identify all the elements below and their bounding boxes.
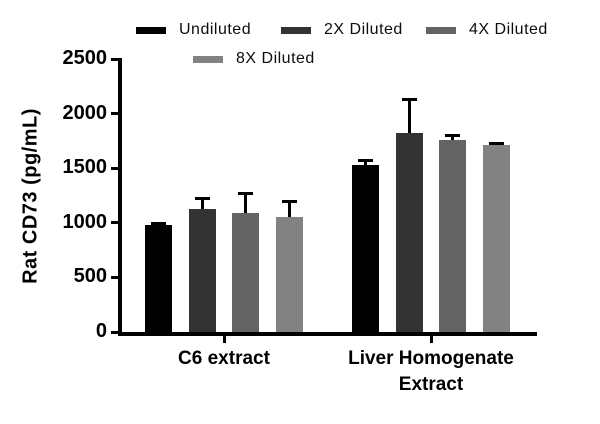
bar-4x-diluted [439, 140, 467, 332]
legend-item-2x-diluted: 2X Diluted [281, 21, 426, 39]
error-bar-line [244, 191, 248, 213]
chart-legend-row-2: 8X Diluted [193, 50, 315, 68]
y-axis-tick [111, 221, 119, 225]
bar-4x-diluted [232, 212, 260, 332]
y-axis-tick-label: 1000 [62, 210, 108, 233]
legend-item-4x-diluted: 4X Diluted [426, 21, 548, 39]
y-axis-tick-label: 0 [95, 320, 107, 343]
error-bar-cap [194, 196, 210, 200]
bar-undiluted [352, 165, 380, 332]
error-bar-cap [151, 222, 167, 226]
y-axis-tick [111, 275, 119, 279]
x-axis-tick [429, 336, 433, 343]
legend-swatch-4x-diluted [426, 26, 456, 34]
y-axis-tick [111, 57, 119, 61]
error-bar-line [364, 158, 368, 166]
y-axis-title: Rat CD73 (pg/mL) [19, 108, 42, 284]
error-bar-cap [358, 158, 374, 162]
bar-2x-diluted [395, 133, 423, 332]
y-axis-tick-label: 2500 [62, 47, 108, 70]
error-bar-cap [281, 199, 297, 203]
error-bar-line [200, 196, 204, 210]
y-axis-tick-label: 500 [73, 265, 107, 288]
legend-swatch-undiluted [136, 26, 166, 34]
error-bar-line [287, 199, 291, 218]
error-bar-line [407, 98, 411, 134]
y-axis-tick [111, 166, 119, 170]
y-axis-tick [111, 112, 119, 116]
error-bar-cap [401, 98, 417, 102]
legend-item-undiluted: Undiluted [136, 21, 281, 39]
x-axis-line [118, 332, 537, 336]
error-bar-cap [445, 133, 461, 137]
legend-label: 4X Diluted [469, 21, 548, 38]
y-axis-tick-label: 1500 [62, 156, 108, 179]
category-label: C6 extract [178, 348, 270, 369]
x-axis-tick [222, 336, 226, 343]
legend-swatch-8x-diluted [193, 55, 223, 63]
y-axis-tick [111, 330, 119, 334]
legend-swatch-2x-diluted [281, 26, 311, 34]
error-bar-cap [238, 191, 254, 195]
bar-undiluted [145, 224, 173, 332]
legend-label: 2X Diluted [324, 21, 403, 38]
error-bar-line [451, 133, 455, 141]
bar-8x-diluted [275, 217, 303, 332]
legend-label: Undiluted [179, 21, 252, 38]
category-label: Liver Homogenate Extract [348, 348, 514, 395]
error-bar-cap [488, 141, 504, 145]
bar-8x-diluted [482, 145, 510, 332]
plot-area: 0 500 1000 1500 2000 2500 C6 extract Liver Homo… [63, 47, 537, 395]
chart-legend-row-1: Undiluted 2X Diluted 4X Diluted [136, 21, 548, 39]
legend-item-8x-diluted: 8X Diluted [193, 50, 315, 68]
y-axis-line [118, 58, 122, 336]
legend-label: 8X Diluted [236, 50, 315, 67]
y-axis-tick-label: 2000 [62, 101, 108, 124]
bar-2x-diluted [188, 209, 216, 332]
